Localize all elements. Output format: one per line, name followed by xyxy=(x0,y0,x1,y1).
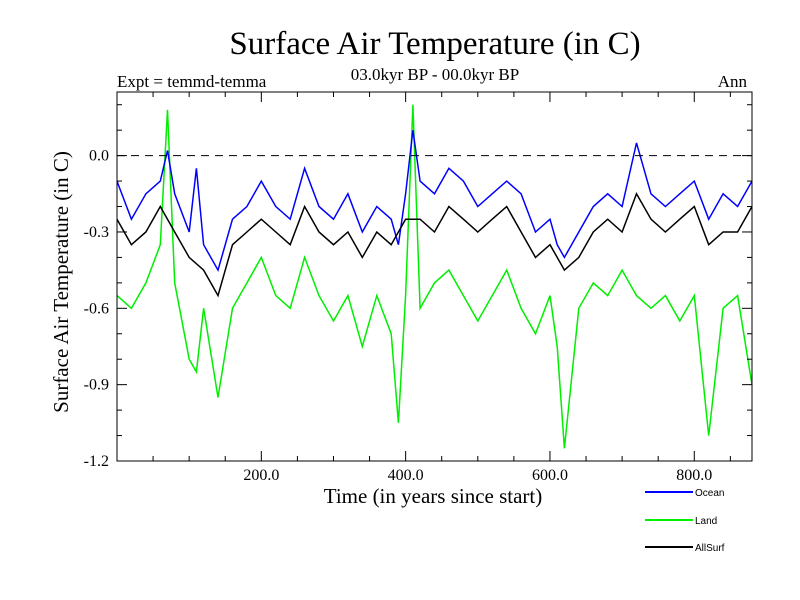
x-axis-title: Time (in years since start) xyxy=(324,484,543,508)
y-tick-label: -0.9 xyxy=(84,377,109,394)
legend-label-land: Land xyxy=(695,516,717,527)
series-line-allsurf xyxy=(116,192,753,298)
plot-series-group xyxy=(116,104,753,449)
plot-frame xyxy=(116,91,753,462)
series-line-ocean xyxy=(116,130,753,273)
chart-subtitle: 03.0kyr BP - 00.0kyr BP xyxy=(350,65,520,84)
y-tick-label: 0.0 xyxy=(89,148,109,165)
x-tick-label: 400.0 xyxy=(388,467,424,484)
y-tick-label: -0.6 xyxy=(84,300,109,317)
legend-label-allsurf: AllSurf xyxy=(695,543,725,554)
y-tick-label: -1.2 xyxy=(84,453,109,470)
y-tick-label: -0.3 xyxy=(84,224,109,241)
series-line-land xyxy=(116,104,753,449)
x-tick-label: 600.0 xyxy=(532,467,568,484)
legend: Ocean Land AllSurf xyxy=(645,488,725,554)
legend-label-ocean: Ocean xyxy=(695,488,724,499)
season-label: Ann xyxy=(717,72,747,91)
axis-ticks: 0.0 -0.3 -0.6 -0.9 -1.2 200.0 400.0 600.0 800.0 xyxy=(84,92,752,484)
experiment-label: Expt = temmd-temma xyxy=(117,72,267,91)
x-tick-label: 800.0 xyxy=(676,467,712,484)
chart-title: Surface Air Temperature (in C) xyxy=(229,26,641,62)
x-tick-label: 200.0 xyxy=(243,467,279,484)
y-axis-title: Surface Air Temperature (in C) xyxy=(49,151,73,413)
